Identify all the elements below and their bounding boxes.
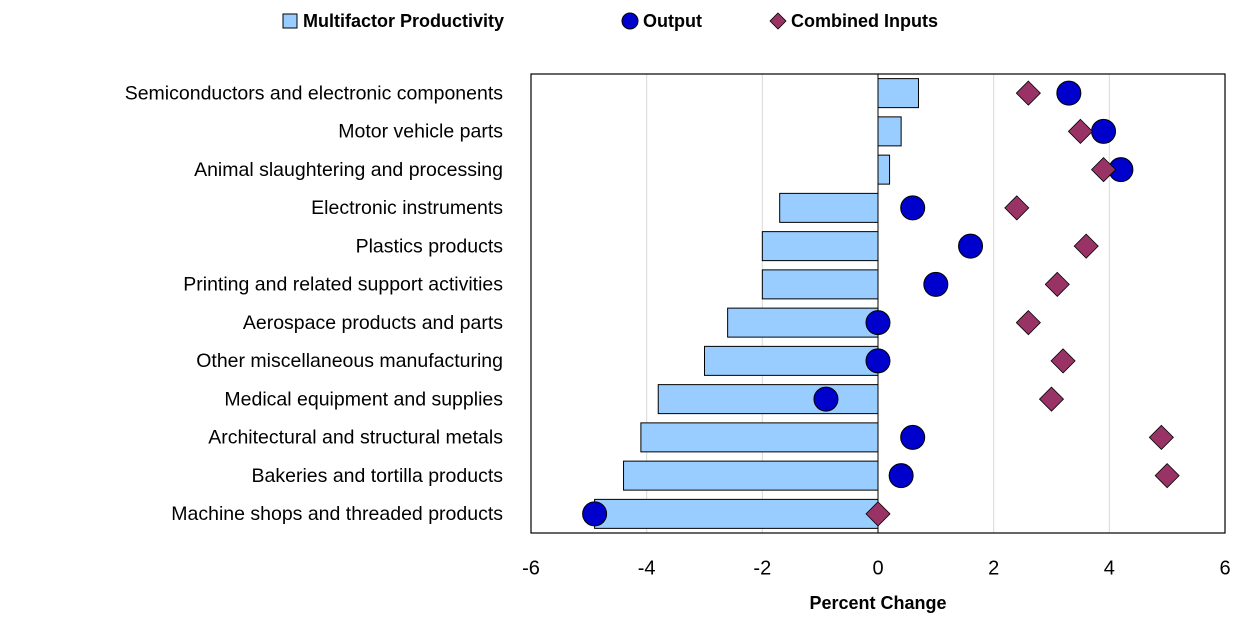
bar (727, 307, 879, 338)
y-tick-label: Aerospace products and parts (243, 312, 503, 334)
y-tick-label: Motor vehicle parts (338, 121, 503, 143)
y-tick-label: Bakeries and tortilla products (252, 465, 504, 487)
legend-marker (282, 13, 298, 29)
point (1015, 80, 1041, 106)
x-tick-label: 4 (1104, 557, 1115, 579)
point (1090, 157, 1117, 183)
point (582, 501, 608, 527)
bar (877, 154, 891, 185)
point (1073, 233, 1099, 259)
x-tick-label: 0 (872, 557, 883, 579)
x-tick-label: 2 (988, 557, 999, 579)
point (1044, 271, 1070, 297)
point (1154, 463, 1180, 489)
x-tick-label: 6 (1219, 557, 1230, 579)
y-tick-label: Medical equipment and supplies (224, 388, 503, 410)
point (900, 424, 926, 450)
y-tick-label: Other miscellaneous manufacturing (196, 350, 503, 372)
point (1015, 310, 1041, 336)
legend-marker (769, 12, 787, 30)
x-tick-label: -4 (638, 557, 656, 579)
legend-marker (621, 12, 639, 30)
bar (877, 116, 902, 147)
y-tick-label: Plastics products (356, 235, 504, 257)
bar (761, 231, 879, 262)
bar (594, 498, 879, 529)
bar (761, 269, 879, 300)
point (1148, 424, 1174, 450)
bar (877, 78, 919, 109)
y-tick-label: Printing and related support activities (183, 274, 503, 296)
y-tick-label: Electronic instruments (311, 197, 503, 219)
point (888, 463, 914, 489)
point (1004, 195, 1030, 221)
legend-label: Multifactor Productivity (303, 11, 504, 31)
y-tick-label: Animal slaughtering and processing (194, 159, 503, 181)
legend-label: Output (643, 11, 702, 31)
point (958, 233, 984, 259)
point (865, 348, 891, 374)
x-tick-label: -2 (753, 557, 771, 579)
y-tick-label: Machine shops and threaded products (171, 503, 503, 525)
point (1056, 80, 1082, 106)
plot-frame (530, 73, 1226, 534)
y-tick-label: Architectural and structural metals (208, 427, 503, 449)
bar (779, 192, 879, 223)
x-tick-label: -6 (522, 557, 540, 579)
point (1067, 118, 1093, 144)
point (923, 271, 949, 297)
point (813, 386, 839, 412)
point (1050, 348, 1076, 374)
point (865, 310, 891, 336)
legend-label: Combined Inputs (791, 11, 938, 31)
bar (640, 422, 879, 453)
y-tick-label: Semiconductors and electronic components (125, 82, 504, 104)
point (1091, 118, 1117, 144)
point (900, 195, 926, 221)
x-axis-title: Percent Change (809, 593, 946, 613)
point (1038, 386, 1065, 412)
bar (657, 384, 879, 415)
bar (623, 460, 879, 491)
point (865, 501, 891, 527)
bar (704, 345, 879, 376)
